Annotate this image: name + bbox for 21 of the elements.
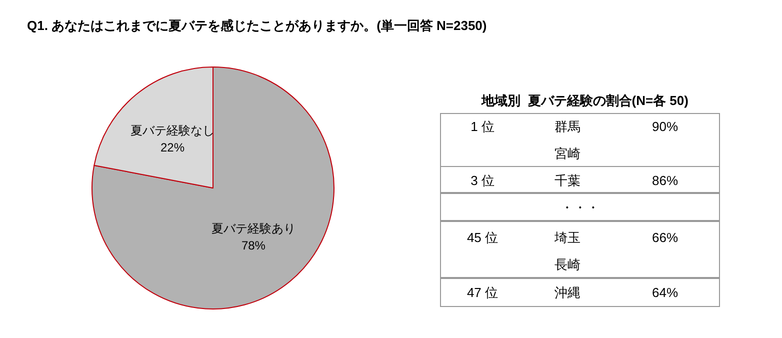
text: 86% <box>650 172 680 190</box>
slice-label: 夏バテ経験なし <box>130 124 215 138</box>
text: 47 位 <box>466 284 500 302</box>
text: 千葉 <box>554 172 582 190</box>
text: 地域別 夏バテ経験の割合(N=各 50) <box>480 92 690 110</box>
data-label: 78% <box>241 238 266 252</box>
text: ・・・ <box>560 199 600 217</box>
text: 埼玉 <box>554 229 582 247</box>
text: 宮崎 <box>554 145 582 163</box>
chart-title: Q1. あなたはこれまでに夏バテを感じたことがありますか。(単一回答 N=2350) <box>27 18 487 33</box>
text: 66% <box>650 229 680 247</box>
data-label: 22% <box>160 140 185 155</box>
slice-label: 夏バテ経験あり <box>211 221 296 236</box>
text: 45 位 <box>466 229 500 247</box>
text: 64% <box>650 284 680 302</box>
text: 3 位 <box>470 172 496 190</box>
text: 1 位 <box>470 118 496 136</box>
text: 群馬 <box>554 118 582 136</box>
text: 長崎 <box>554 256 582 274</box>
text: 沖縄 <box>554 284 582 302</box>
text: 90% <box>650 118 680 136</box>
